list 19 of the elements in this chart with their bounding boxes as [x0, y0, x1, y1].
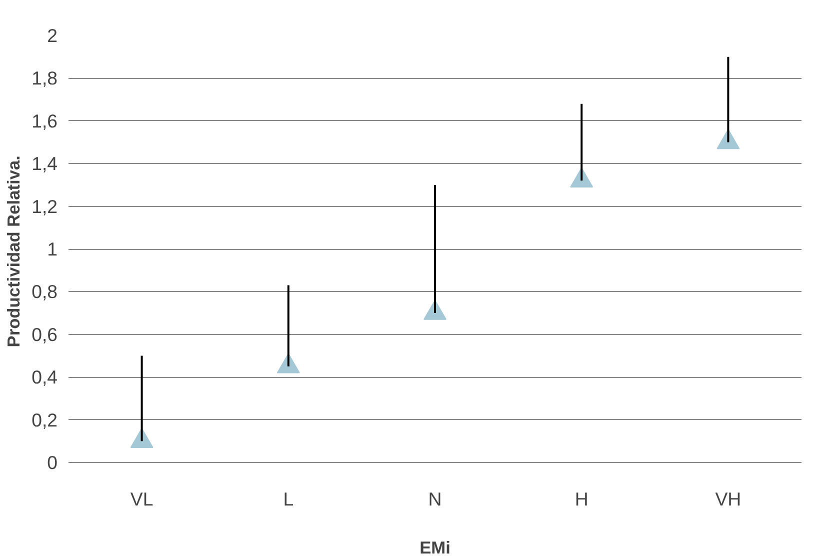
y-tick-label: 0,8	[32, 281, 58, 302]
x-tick-label: VL	[130, 488, 154, 510]
y-tick-label: 1	[47, 238, 58, 260]
y-tick-label: 0,6	[32, 324, 58, 345]
y-tick-label: 2	[47, 25, 58, 46]
y-tick-label: 1,6	[32, 110, 58, 132]
point	[130, 428, 154, 448]
y-tick-label: 0	[47, 452, 58, 473]
y-tick-label: 1,4	[32, 153, 58, 174]
x-tick-label: H	[574, 488, 588, 510]
y-axis-title: Productividad Relativa.	[4, 156, 24, 348]
x-tick-label: VH	[715, 488, 742, 510]
x-axis-title: EMi	[420, 538, 450, 558]
y-tick-label: 0,4	[32, 366, 58, 388]
x-tick-label: N	[428, 488, 442, 510]
y-tick-label: 1,2	[32, 196, 58, 217]
x-tick-label: L	[283, 488, 294, 510]
y-tick-label: 1,8	[32, 68, 58, 89]
y-tick-label: 0,2	[32, 409, 58, 430]
